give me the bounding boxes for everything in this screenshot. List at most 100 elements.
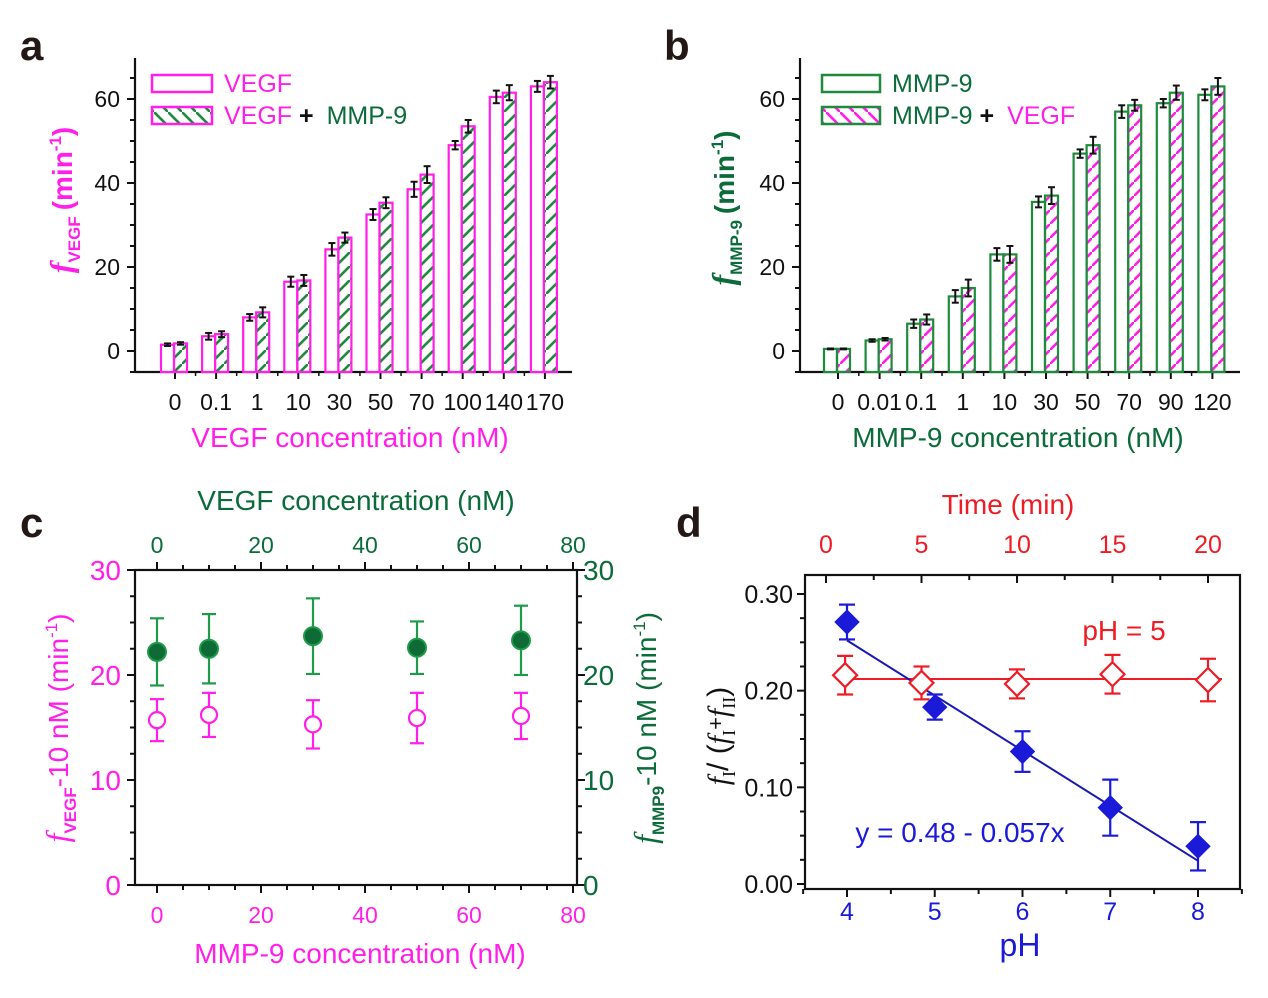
bar-single	[864, 339, 880, 374]
x-tick-label: 30	[1033, 389, 1059, 415]
bottom-x-tick-label: 7	[1103, 898, 1117, 926]
top-x-axis-title: Time (min)	[942, 489, 1075, 520]
bar-single	[283, 280, 299, 374]
left-y-tick-label: 10	[90, 765, 121, 796]
bar-combined	[337, 236, 353, 374]
top-x-axis-title: VEGF concentration (nM)	[197, 485, 514, 516]
y-tick-label: 40	[759, 170, 785, 196]
data-point-time	[831, 661, 859, 689]
bottom-x-tick-label: 60	[456, 902, 482, 928]
data-point-mmp9	[147, 641, 167, 662]
x-axis-title: VEGF concentration (nM)	[191, 422, 508, 453]
data-point-ph	[1009, 738, 1036, 765]
panel-b: MMP-9 concentration (nM) fMMP-9(min-1) M…	[705, 58, 1240, 453]
y-tick-label: 0	[107, 338, 120, 364]
data-point-ph	[834, 609, 860, 635]
x-tick-label: 140	[485, 389, 523, 415]
x-tick-label: 10	[286, 389, 312, 415]
top-x-tick-label: 15	[1099, 531, 1127, 559]
data-point-mmp9	[199, 638, 219, 659]
bar-single	[488, 95, 504, 374]
x-tick-label: 100	[444, 389, 482, 415]
bar-single	[1155, 102, 1171, 374]
right-y-tick-label: 0	[583, 870, 599, 901]
x-tick-label: 120	[1193, 389, 1231, 415]
top-x-tick-label: 10	[1003, 531, 1031, 559]
x-tick-label: 0.1	[200, 389, 232, 415]
bottom-x-tick-label: 20	[248, 902, 274, 928]
bar-single	[947, 295, 963, 374]
bottom-x-tick-label: 5	[928, 898, 942, 926]
bottom-x-tick-label: 80	[560, 902, 586, 928]
top-x-tick-label: 0	[819, 531, 833, 559]
bar-combined	[296, 279, 312, 374]
x-tick-label: 0	[832, 389, 845, 415]
data-point-ph	[922, 694, 948, 720]
bar-combined	[1127, 104, 1143, 374]
x-tick-label: 50	[1075, 389, 1101, 415]
data-point-mmp9	[407, 637, 427, 658]
y-tick-label: 60	[759, 86, 785, 112]
data-point-time	[907, 669, 936, 697]
y-tick-label: 0.20	[744, 678, 793, 706]
legend-label-mmp9: MMP-9	[892, 70, 973, 98]
x-tick-label: 50	[368, 389, 394, 415]
bar-combined	[835, 347, 852, 374]
top-x-tick-label: 40	[352, 532, 378, 558]
y-tick-label: 0.10	[744, 774, 793, 802]
y-tick-label: 20	[94, 254, 120, 280]
right-y-tick-label: 10	[583, 765, 614, 796]
bar-single	[906, 322, 922, 374]
panel-c: VEGF concentration (nM) MMP-9 concentrat…	[39, 485, 668, 969]
y-tick-label: 40	[94, 170, 120, 196]
panel-label-a: a	[20, 22, 44, 69]
x-tick-label: 0.01	[857, 389, 902, 415]
x-tick-label: 0	[169, 389, 182, 415]
top-x-tick-label: 20	[248, 532, 274, 558]
bar-combined	[960, 286, 976, 374]
panel-a: VEGF concentration (nM) fVEGF(min-1) VEG…	[43, 58, 572, 453]
top-x-tick-label: 0	[151, 532, 164, 558]
left-y-tick-label: 30	[90, 555, 121, 586]
bottom-x-axis-title: pH	[1000, 927, 1041, 963]
y-axis-title: fI/ (fI+fII)	[702, 687, 739, 786]
bar-combined	[255, 311, 271, 374]
legend-label-mmp9-vegf: MMP-9 + VEGF	[892, 102, 1075, 130]
y-tick-label: 20	[759, 254, 785, 280]
fit-equation: y = 0.48 - 0.057x	[855, 817, 1064, 848]
x-tick-label: 1	[251, 389, 264, 415]
data-point-vegf	[407, 708, 427, 728]
legend: VEGF VEGF + MMP-9	[150, 70, 407, 130]
legend-swatch-vegf-mmp9	[150, 105, 214, 126]
bar-combined	[419, 173, 435, 374]
bottom-x-tick-label: 6	[1016, 898, 1030, 926]
bar-combined	[460, 125, 476, 374]
top-x-tick-label: 60	[456, 532, 482, 558]
y-axis-title: fVEGF(min-1)	[43, 127, 84, 274]
x-tick-label: 70	[1116, 389, 1142, 415]
left-y-tick-label: 0	[105, 870, 121, 901]
bottom-x-axis-title: MMP-9 concentration (nM)	[194, 938, 525, 969]
top-x-tick-label: 80	[560, 532, 586, 558]
bar-single	[1114, 110, 1130, 374]
bar-combined	[378, 201, 394, 374]
data-point-time	[1194, 666, 1222, 694]
bar-single	[1072, 152, 1088, 374]
x-tick-label: 1	[956, 389, 969, 415]
bar-single	[324, 248, 340, 374]
plot-frame	[133, 568, 579, 887]
x-tick-label: 170	[526, 389, 564, 415]
top-x-tick-label: 20	[1194, 531, 1222, 559]
data-point-vegf	[199, 705, 219, 725]
x-axis-title: MMP-9 concentration (nM)	[852, 422, 1183, 453]
y-tick-label: 0.00	[744, 871, 793, 899]
data-point-time	[1003, 670, 1031, 698]
data-point-vegf	[511, 706, 531, 726]
bar-single	[1197, 93, 1213, 374]
panel-d: Time (min) pH fI/ (fI+fII) pH = 5 y = 0.…	[702, 489, 1243, 963]
legend-label-vegf-mmp9: VEGF + MMP-9	[224, 102, 407, 130]
legend-swatch-mmp9-vegf	[820, 105, 882, 126]
bar-combined	[919, 318, 935, 374]
bar-combined	[1043, 194, 1060, 374]
